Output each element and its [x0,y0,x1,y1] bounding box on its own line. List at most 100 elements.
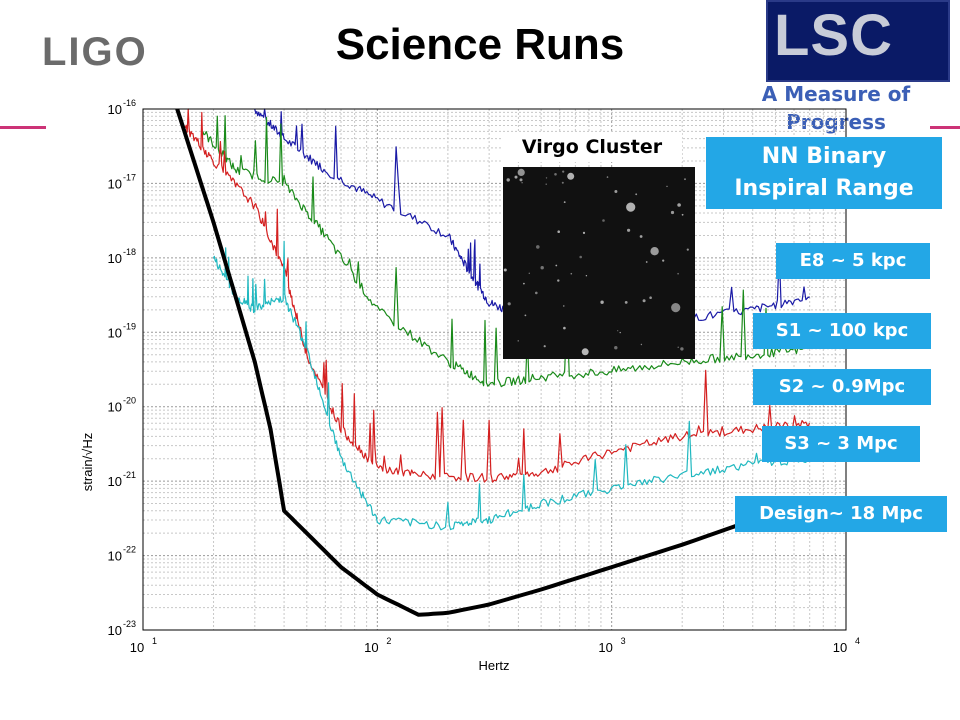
galaxy-dot [639,235,643,238]
galaxy-dot [600,300,604,304]
galaxy-dot [563,305,565,307]
galaxy-dot [606,176,609,178]
galaxy-dot [562,170,565,173]
y-tick-label: 10 [108,549,122,564]
galaxy-dot [614,190,618,193]
lsc-logo: LSC [774,3,893,68]
ligo-logo: LIGO [42,30,148,74]
label-e8: E8 ~ 5 kpc [776,243,930,279]
measure-line-2: Progress [786,110,886,134]
galaxy-dot [670,210,675,215]
x-tick-exponent: 1 [152,636,157,646]
galaxy-dot [514,175,518,179]
galaxy-dot [681,213,684,216]
series-line-s1 [202,115,811,388]
y-tick-exponent: -17 [123,172,136,182]
galaxy-dot [617,330,619,332]
galaxy-dot [579,255,582,259]
galaxy-dot [535,291,538,295]
y-tick-label: 10 [108,176,122,191]
galaxy-dot [563,201,566,203]
y-tick-exponent: -19 [123,321,136,331]
x-tick-exponent: 4 [855,636,860,646]
galaxy-dot [627,228,631,232]
x-axis-label: Hertz [478,658,509,673]
virgo-cluster-image [503,167,695,359]
galaxy-dot [557,279,560,282]
y-axis-label: strain/√Hz [80,433,95,491]
galaxy-dot [570,272,573,275]
nn-binary-range-box: NN Binary Inspiral Range [706,137,942,209]
galaxy-dot [671,303,681,313]
x-tick-label: 10 [833,640,847,655]
divider-left [0,126,46,129]
galaxy-dot [645,261,648,263]
x-tick-label: 10 [130,640,144,655]
galaxy-dot [543,345,546,348]
galaxy-dot [642,299,646,303]
galaxy-dot [545,183,547,185]
galaxy-dot [585,275,588,277]
label-s3: S3 ~ 3 Mpc [762,426,920,462]
chart-series [175,108,811,617]
galaxy-dot [640,343,643,346]
label-s1: S1 ~ 100 kpc [753,313,931,349]
virgo-cluster-label: Virgo Cluster [502,132,682,162]
y-tick-exponent: -16 [123,98,136,108]
galaxy-dot [563,326,566,330]
y-tick-label: 10 [108,251,122,266]
galaxy-dot [554,173,557,176]
galaxy-dot [555,264,558,267]
galaxy-dot [662,259,665,262]
y-tick-exponent: -22 [123,545,136,555]
y-tick-label: 10 [108,623,122,638]
x-tick-label: 10 [364,640,378,655]
galaxy-dot [619,331,621,334]
galaxy-dot [521,182,523,184]
galaxy-dot [677,203,681,207]
galaxy-dot [517,168,525,176]
galaxy-dot [624,301,628,304]
measure-of-progress: A Measure of Progress [736,80,936,136]
galaxy-dot [614,346,618,350]
y-tick-exponent: -18 [123,247,136,257]
label-s2: S2 ~ 0.9Mpc [753,369,931,405]
galaxy-dot [680,347,684,351]
y-tick-exponent: -21 [123,470,136,480]
label-design: Design~ 18 Mpc [735,496,947,532]
x-tick-exponent: 2 [386,636,391,646]
galaxy-dot [635,193,638,196]
galaxy-dot [545,177,548,179]
y-tick-label: 10 [108,400,122,415]
y-tick-label: 10 [108,325,122,340]
galaxy-dot [567,172,575,180]
galaxy-dot [666,185,668,188]
y-tick-exponent: -20 [123,396,136,406]
galaxy-dot [684,178,686,181]
x-tick-exponent: 3 [621,636,626,646]
galaxy-dot [528,272,530,274]
galaxy-dot [561,181,564,184]
galaxy-dot [557,230,560,233]
y-tick-label: 10 [108,102,122,117]
y-tick-exponent: -23 [123,619,136,629]
galaxy-dot [523,282,525,285]
galaxy-dot [507,302,511,306]
nn-line-1: NN Binary [761,144,887,169]
measure-line-1: A Measure of [761,82,911,106]
galaxy-dot [540,266,544,270]
galaxy-dot [536,245,540,249]
slide-title: Science Runs [335,20,625,69]
galaxy-dot [677,346,679,348]
nn-line-2: Inspiral Range [734,176,914,201]
galaxy-dot [581,348,589,356]
y-tick-label: 10 [108,474,122,489]
series-line-design [175,108,811,617]
galaxy-dot [517,340,519,342]
galaxy-dot [582,231,586,234]
galaxy-dot [677,272,679,275]
galaxy-dot [519,178,523,182]
galaxy-dot [602,219,605,222]
